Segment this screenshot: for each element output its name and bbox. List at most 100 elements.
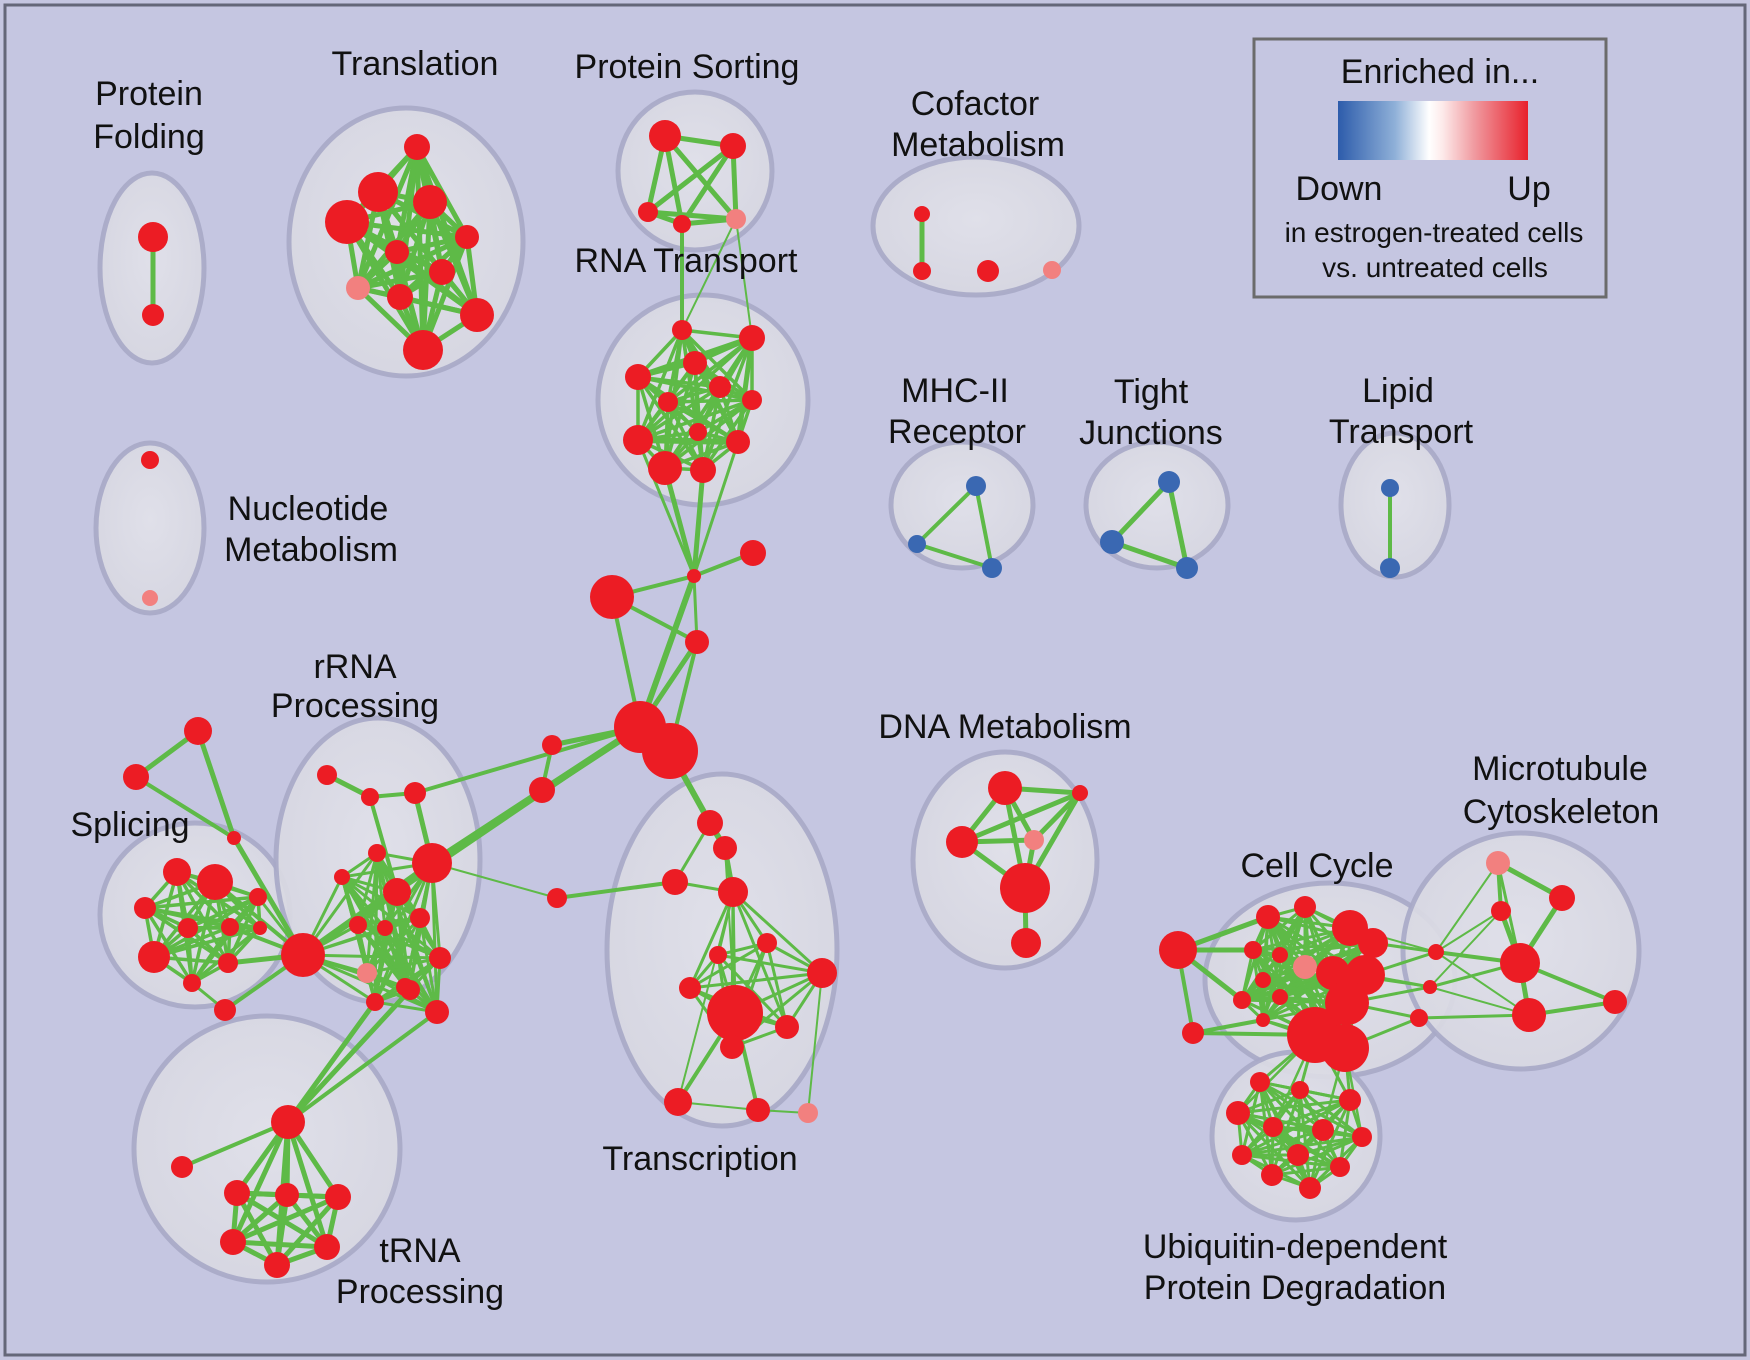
node-co3[interactable] xyxy=(977,260,999,282)
node-tr8[interactable] xyxy=(807,958,837,988)
node-nm2[interactable] xyxy=(142,590,158,606)
node-d6[interactable] xyxy=(1011,928,1041,958)
node-mh2[interactable] xyxy=(908,535,926,553)
node-co2[interactable] xyxy=(913,262,931,280)
node-rt9[interactable] xyxy=(689,423,707,441)
node-rj[interactable] xyxy=(377,920,393,936)
node-t0[interactable] xyxy=(271,1105,305,1139)
node-ps1[interactable] xyxy=(649,120,681,152)
node-ps2[interactable] xyxy=(720,133,746,159)
node-rp[interactable] xyxy=(366,993,384,1011)
node-ps4[interactable] xyxy=(673,215,691,233)
node-cc10[interactable] xyxy=(1255,972,1271,988)
node-trL[interactable] xyxy=(547,888,567,908)
node-cc13[interactable] xyxy=(1233,991,1251,1009)
node-tn2[interactable] xyxy=(358,172,398,212)
node-tr2[interactable] xyxy=(713,836,737,860)
node-tr7[interactable] xyxy=(679,977,701,999)
node-rc[interactable] xyxy=(404,782,426,804)
node-u9[interactable] xyxy=(1287,1144,1309,1166)
node-sp2[interactable] xyxy=(197,864,233,900)
node-rf[interactable] xyxy=(383,878,411,906)
node-cc4[interactable] xyxy=(1358,928,1388,958)
node-cm[interactable] xyxy=(685,630,709,654)
node-rt7[interactable] xyxy=(742,390,762,410)
node-cr[interactable] xyxy=(740,540,766,566)
node-mh1[interactable] xyxy=(966,476,986,496)
node-xj[interactable] xyxy=(227,831,241,845)
node-d5[interactable] xyxy=(1000,863,1050,913)
node-x1[interactable] xyxy=(184,717,212,745)
node-tl2[interactable] xyxy=(529,777,555,803)
node-ra[interactable] xyxy=(317,765,337,785)
node-u8[interactable] xyxy=(1232,1145,1252,1165)
node-hubB[interactable] xyxy=(642,723,698,779)
node-tr14[interactable] xyxy=(798,1103,818,1123)
node-tr11[interactable] xyxy=(720,1035,744,1059)
node-u11[interactable] xyxy=(1261,1164,1283,1186)
node-rt11[interactable] xyxy=(648,451,682,485)
node-cc11[interactable] xyxy=(1272,989,1288,1005)
node-mt1[interactable] xyxy=(1549,885,1575,911)
node-li2[interactable] xyxy=(1380,558,1400,578)
node-tr9[interactable] xyxy=(707,985,763,1041)
node-tn3[interactable] xyxy=(325,200,369,244)
node-sp3[interactable] xyxy=(134,897,156,919)
node-mtD[interactable] xyxy=(1512,998,1546,1032)
node-t4[interactable] xyxy=(220,1229,246,1255)
node-ccL[interactable] xyxy=(1159,931,1197,969)
node-u3[interactable] xyxy=(1339,1089,1361,1111)
node-rd[interactable] xyxy=(368,844,386,862)
node-d4[interactable] xyxy=(1024,830,1044,850)
node-ccG2[interactable] xyxy=(1321,1024,1369,1072)
node-t3[interactable] xyxy=(325,1184,351,1210)
node-rn[interactable] xyxy=(425,1000,449,1024)
node-pf1[interactable] xyxy=(138,222,168,252)
node-tn11[interactable] xyxy=(403,330,443,370)
node-cb[interactable] xyxy=(590,575,634,619)
node-rt12[interactable] xyxy=(690,457,716,483)
node-t2[interactable] xyxy=(275,1183,299,1207)
node-tr13[interactable] xyxy=(746,1098,770,1122)
node-li1[interactable] xyxy=(1381,479,1399,497)
node-rt6[interactable] xyxy=(658,392,678,412)
node-rg[interactable] xyxy=(412,843,452,883)
node-cj[interactable] xyxy=(687,569,701,583)
node-u5[interactable] xyxy=(1263,1117,1283,1137)
node-mh3[interactable] xyxy=(982,558,1002,578)
node-sp11[interactable] xyxy=(214,999,236,1021)
node-ro[interactable] xyxy=(400,980,420,1000)
node-tj1[interactable] xyxy=(1158,471,1180,493)
node-co4[interactable] xyxy=(1043,261,1061,279)
node-ps5[interactable] xyxy=(726,209,746,229)
node-tn5[interactable] xyxy=(455,225,479,249)
node-t7[interactable] xyxy=(171,1156,193,1178)
node-cc6[interactable] xyxy=(1272,947,1288,963)
node-u6[interactable] xyxy=(1312,1119,1334,1141)
node-tr5[interactable] xyxy=(757,933,777,953)
node-nm1[interactable] xyxy=(141,451,159,469)
node-sp5[interactable] xyxy=(221,918,239,936)
node-sp9[interactable] xyxy=(249,888,267,906)
node-cc5[interactable] xyxy=(1244,941,1262,959)
node-tn1[interactable] xyxy=(404,134,430,160)
node-t5[interactable] xyxy=(314,1234,340,1260)
node-co1[interactable] xyxy=(914,206,930,222)
node-tr10[interactable] xyxy=(775,1015,799,1039)
node-pf2[interactable] xyxy=(142,304,164,326)
node-sp1[interactable] xyxy=(163,858,191,886)
node-rt1[interactable] xyxy=(672,320,692,340)
node-d3[interactable] xyxy=(946,826,978,858)
node-u7[interactable] xyxy=(1352,1127,1372,1147)
node-t1[interactable] xyxy=(224,1180,250,1206)
node-d2[interactable] xyxy=(1072,785,1088,801)
node-tr12[interactable] xyxy=(664,1088,692,1116)
node-d1[interactable] xyxy=(988,771,1022,805)
node-rb[interactable] xyxy=(361,788,379,806)
node-sp4[interactable] xyxy=(178,918,198,938)
node-rt4[interactable] xyxy=(625,364,651,390)
node-u12[interactable] xyxy=(1299,1177,1321,1199)
node-rt10[interactable] xyxy=(726,430,750,454)
node-rt2[interactable] xyxy=(739,325,765,351)
node-mtB[interactable] xyxy=(1500,943,1540,983)
